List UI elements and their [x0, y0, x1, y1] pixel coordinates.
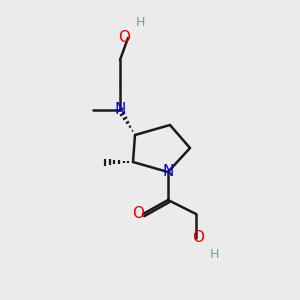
Text: N: N: [162, 164, 174, 179]
Text: H: H: [135, 16, 145, 28]
Text: N: N: [114, 103, 126, 118]
Text: O: O: [192, 230, 204, 245]
Text: H: H: [209, 248, 219, 262]
Text: O: O: [132, 206, 144, 221]
Text: O: O: [118, 31, 130, 46]
